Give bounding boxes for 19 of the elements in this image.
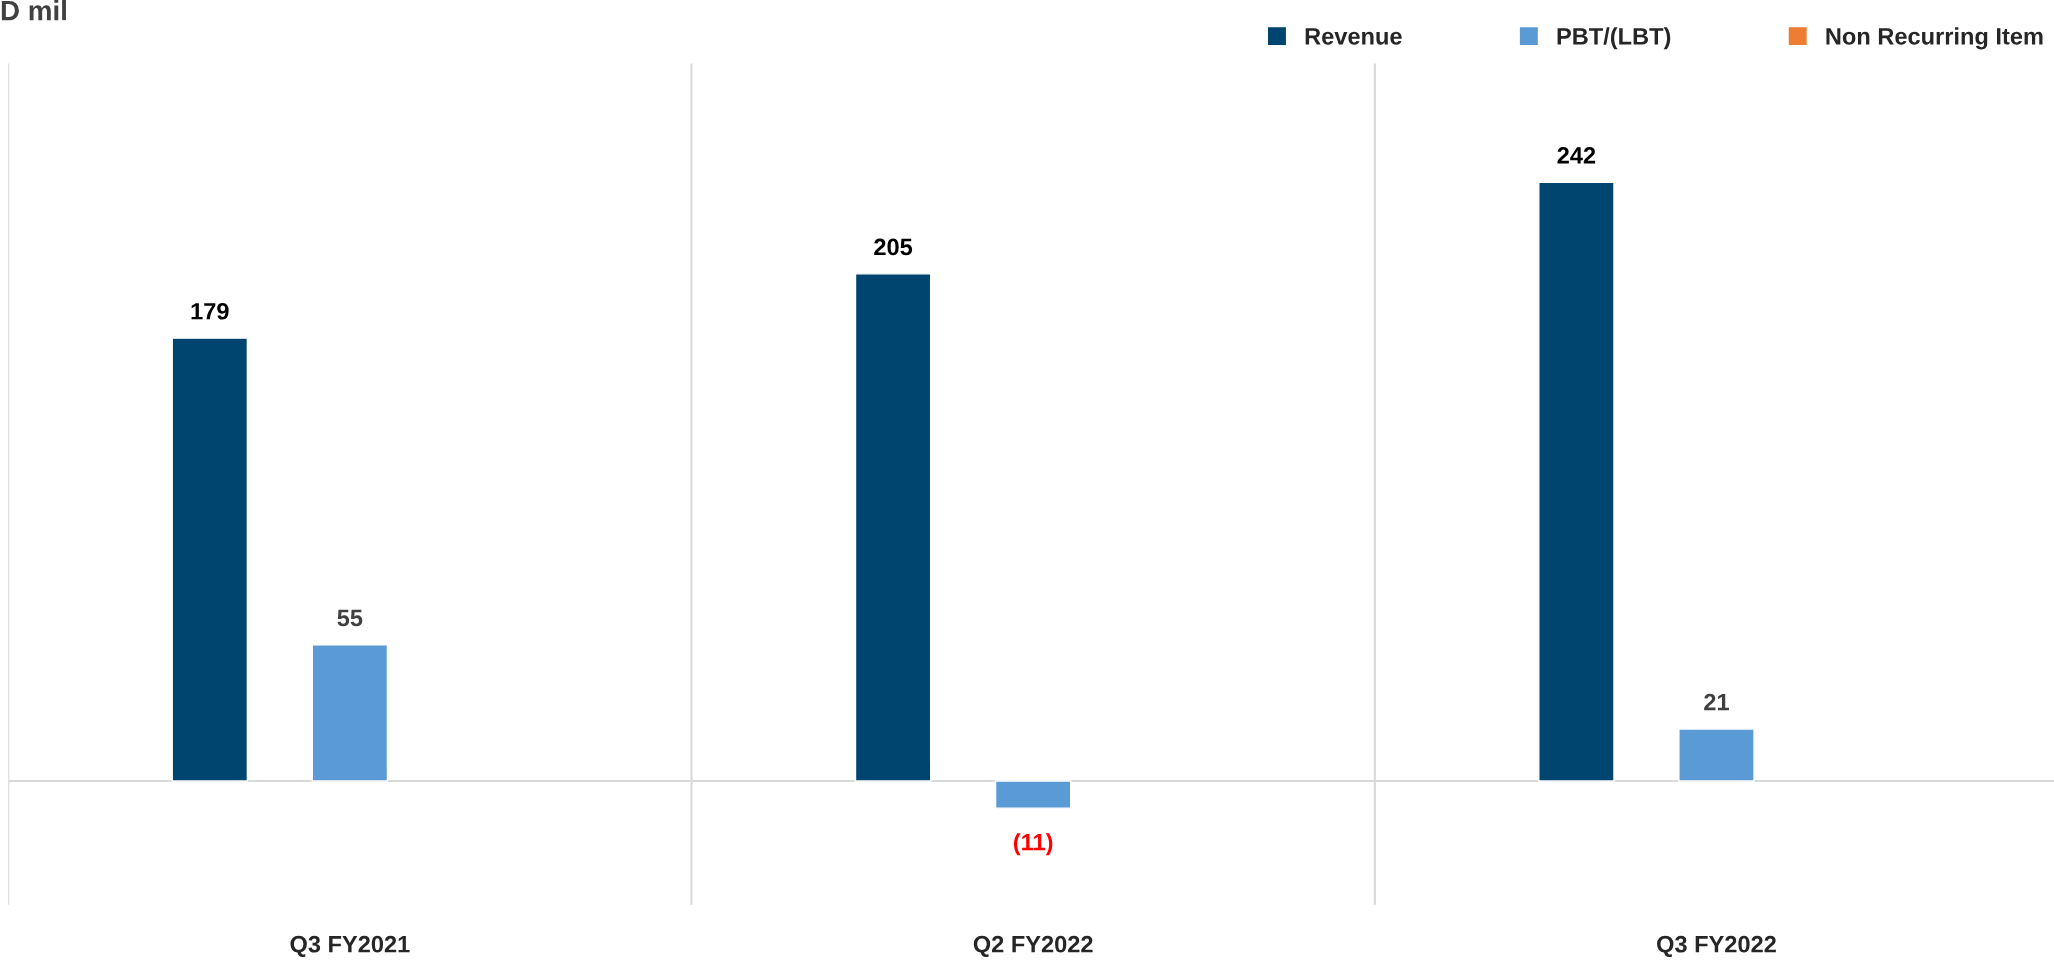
legend-label: Revenue [1305, 28, 1402, 45]
bar [1538, 181, 1615, 782]
bar [171, 337, 249, 782]
x-tick-label: Q2 FY2022 [973, 935, 1093, 957]
legend-label: Non Recurring Item [1826, 27, 2043, 50]
chart-title: D mil [1, 0, 66, 21]
data-label: 179 [191, 302, 229, 320]
data-label: 21 [1704, 693, 1729, 711]
data-label: 242 [1557, 147, 1596, 164]
bar [311, 644, 389, 782]
data-label: 55 [337, 609, 363, 627]
data-label: 205 [874, 238, 913, 256]
bar [1678, 728, 1755, 782]
x-tick-label: Q3 FY2021 [290, 935, 410, 957]
x-tick-label: Q3 FY2022 [1657, 935, 1776, 957]
bar [854, 273, 932, 782]
bar [994, 780, 1072, 809]
data-label: (11) [1014, 833, 1053, 856]
legend-label: PBT/(LBT) [1557, 27, 1671, 50]
